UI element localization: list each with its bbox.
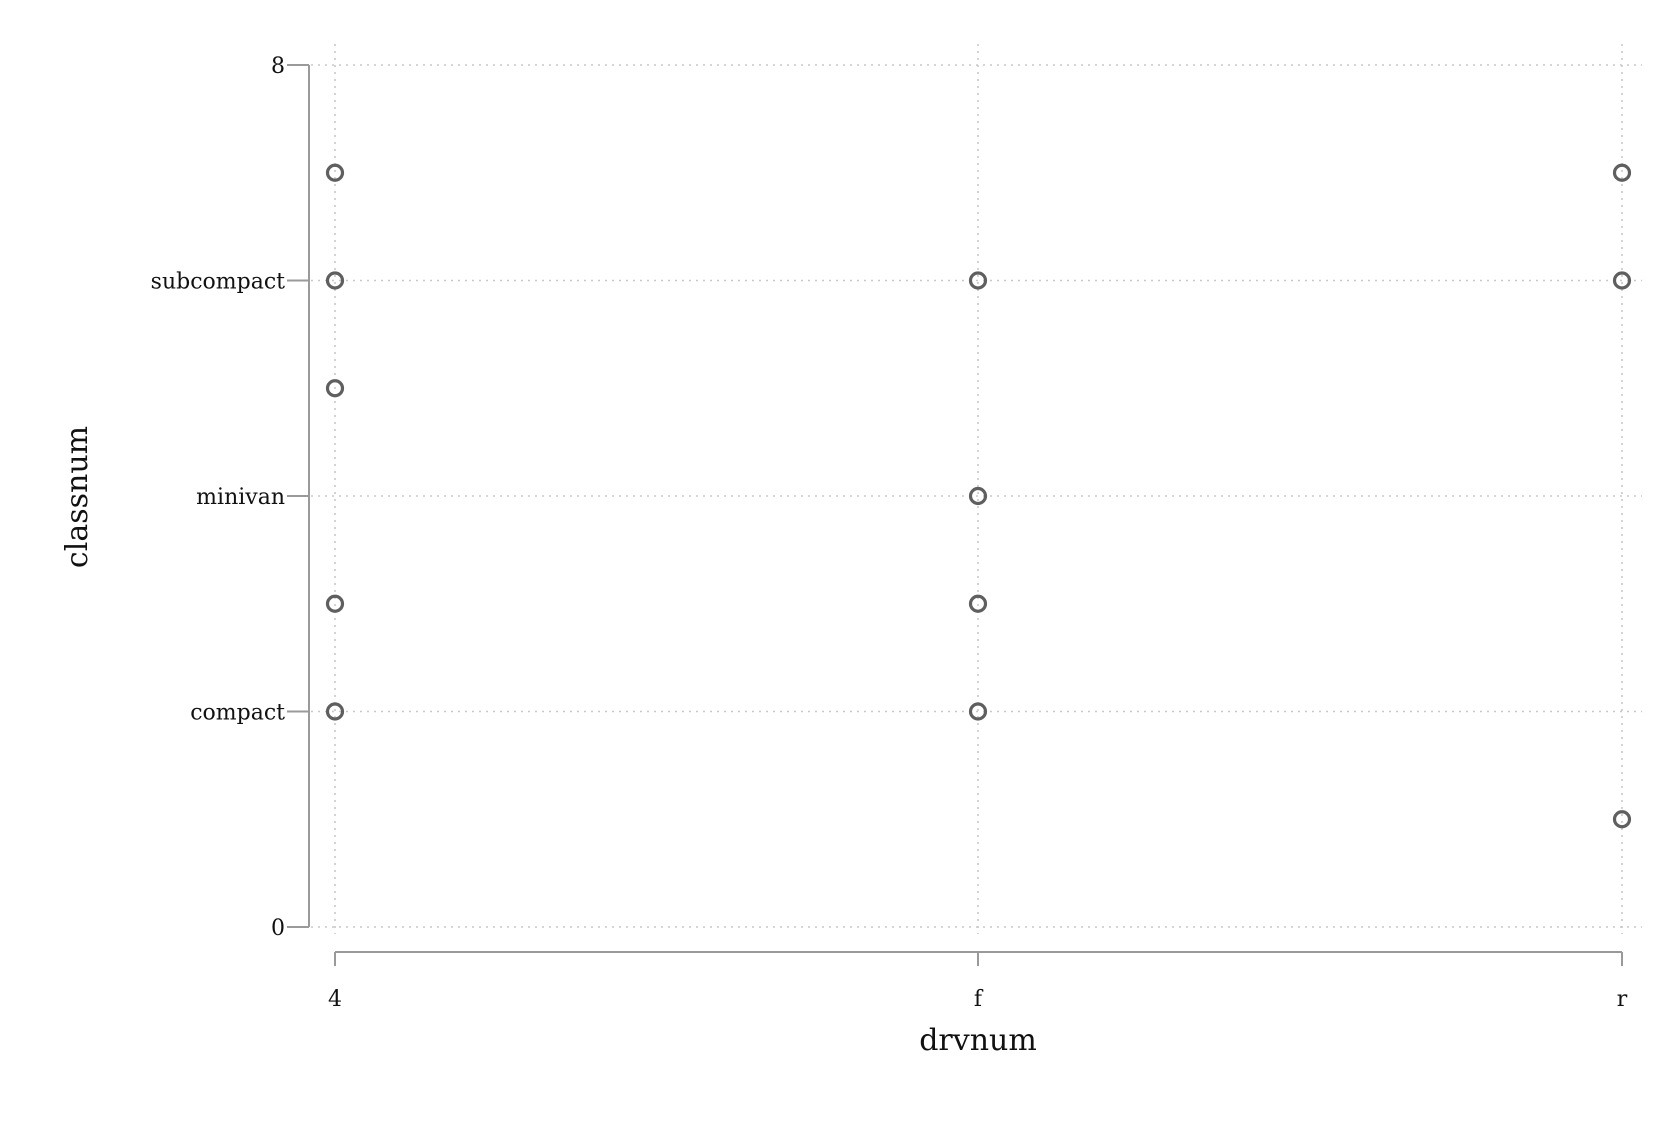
x-tick-label: f xyxy=(974,987,984,1012)
y-axis-title: classnum xyxy=(60,426,95,568)
scatter-point xyxy=(325,702,345,721)
scatter-point xyxy=(325,379,345,398)
y-tick-label: 8 xyxy=(271,54,285,79)
grid-layer xyxy=(311,44,1642,934)
scatter-point xyxy=(325,594,345,613)
scatter-point xyxy=(968,271,988,290)
y-tick-label: compact xyxy=(190,701,285,726)
scatter-point xyxy=(325,271,345,290)
x-tick-label: r xyxy=(1617,987,1628,1012)
scatter-point xyxy=(968,702,988,721)
scatter-point xyxy=(325,163,345,182)
axes-layer xyxy=(308,65,1622,953)
ticks-layer: 0 compact minivan subcompact 8 4 f r xyxy=(151,54,1628,1012)
y-tick-label: 0 xyxy=(271,916,285,941)
y-tick-label: minivan xyxy=(196,485,285,510)
scatter-point xyxy=(1612,271,1632,290)
y-tick-label: subcompact xyxy=(151,270,285,295)
scatter-point xyxy=(1612,163,1632,182)
points-layer xyxy=(325,163,1632,829)
scatter-point xyxy=(1612,810,1632,829)
scatter-point xyxy=(968,486,988,506)
scatter-point xyxy=(968,594,988,613)
x-tick-label: 4 xyxy=(328,987,342,1012)
x-axis-title: drvnum xyxy=(919,1023,1037,1058)
